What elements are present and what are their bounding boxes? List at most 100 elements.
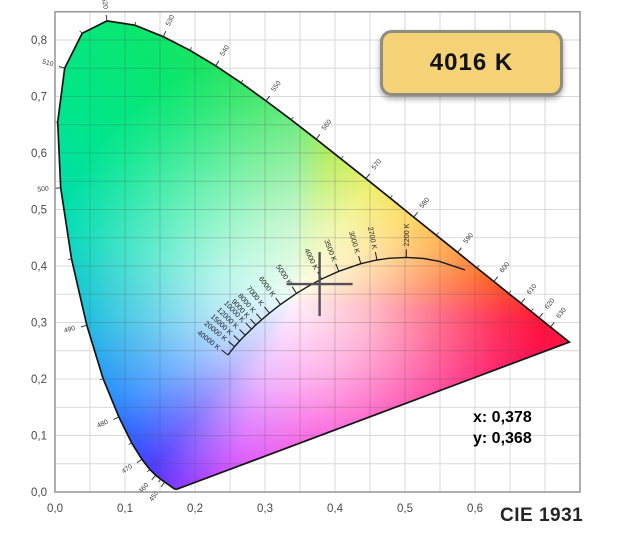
- temperature-label: 3000 K: [347, 230, 362, 255]
- wavelength-tick: [146, 469, 151, 473]
- wavelength-label: 460: [138, 482, 151, 495]
- y-axis-tick-label: 0,4: [31, 261, 48, 273]
- y-axis-tick-label: 0,5: [31, 205, 47, 217]
- wavelength-label: 490: [63, 325, 76, 335]
- readout-x: x: 0,378: [473, 409, 532, 426]
- temperature-tick: [228, 341, 235, 347]
- cct-badge-label: 4016 K: [429, 49, 514, 76]
- wavelength-tick: [550, 322, 555, 328]
- wavelength-tick: [151, 474, 157, 481]
- temperature-tick: [245, 322, 252, 330]
- wavelength-tick: [113, 416, 120, 420]
- wavelength-tick: [389, 195, 393, 199]
- wavelength-tick: [413, 212, 418, 218]
- axis-labels: 0,0 0,1 0,2 0,3 0,4 0,5 0,6 0,0 0,1 0,2 0,3 0,4 0,5 0…: [31, 35, 483, 515]
- wavelength-label: 600: [499, 261, 512, 274]
- wavelength-tick: [80, 324, 87, 328]
- wavelength-label: 590: [462, 232, 475, 245]
- temperature-tick: [264, 306, 270, 314]
- y-axis-tick-label: 0,8: [31, 35, 47, 47]
- x-axis-tick-label: 0,3: [257, 503, 273, 515]
- wavelength-tick: [105, 14, 108, 21]
- temperature-tick: [291, 286, 297, 294]
- wavelength-tick: [340, 155, 344, 160]
- x-axis-tick-label: 0,4: [327, 503, 344, 515]
- temperature-tick: [221, 349, 229, 356]
- temperature-tick: [275, 297, 281, 305]
- wavelength-label: 510: [41, 59, 54, 69]
- chromaticity-marker[interactable]: [286, 252, 353, 317]
- temperature-label: 3500 K: [322, 238, 339, 263]
- wavelength-tick: [58, 66, 65, 69]
- diagram-title: CIE 1931: [500, 505, 584, 526]
- wavelength-tick: [136, 458, 143, 464]
- temperature-tick: [374, 252, 378, 261]
- wavelength-label: 530: [165, 14, 176, 27]
- wavelength-tick: [162, 31, 167, 37]
- wavelength-tick: [538, 312, 544, 319]
- wavelength-tick: [128, 442, 132, 445]
- y-axis-tick-label: 0,7: [31, 92, 47, 104]
- x-axis-tick-label: 0,2: [187, 503, 203, 515]
- temperature-tick: [239, 329, 246, 336]
- wavelength-label: 480: [96, 419, 109, 430]
- wavelength-label: 470: [121, 463, 134, 475]
- temperature-tick: [358, 255, 362, 264]
- wavelength-tick: [365, 173, 371, 179]
- wavelength-tick: [508, 290, 512, 294]
- wavelength-tick: [493, 276, 499, 282]
- temperature-tick: [250, 318, 257, 326]
- wavelength-label: 550: [270, 80, 282, 93]
- wavelength-tick: [530, 308, 534, 312]
- wavelength-label: 520: [100, 0, 109, 10]
- wavelength-tick: [158, 478, 162, 483]
- wavelength-marks: 4504604704804905005105205305405505605705…: [37, 0, 568, 503]
- temperature-label: 2200 K: [402, 223, 411, 246]
- y-axis-tick-label: 0,0: [31, 487, 47, 499]
- readout-y: y: 0,368: [473, 430, 532, 447]
- y-axis-tick-label: 0,6: [31, 148, 47, 160]
- wavelength-tick: [99, 378, 104, 381]
- wavelength-label: 610: [526, 283, 539, 296]
- wavelength-tick: [315, 134, 321, 140]
- temperature-label: 2700 K: [366, 226, 379, 250]
- wavelength-tick: [436, 232, 439, 236]
- wavelength-tick: [457, 247, 462, 253]
- planckian-locus: [227, 256, 466, 356]
- wavelength-label: 580: [419, 196, 432, 209]
- cct-badge: 4016 K: [380, 30, 563, 96]
- wavelength-tick: [189, 47, 193, 51]
- temperature-tick: [335, 263, 340, 272]
- wavelength-tick: [240, 79, 244, 83]
- wavelength-label: 570: [371, 158, 384, 171]
- wavelength-label: 620: [544, 297, 557, 310]
- wavelength-label: 500: [37, 185, 49, 193]
- x-axis-tick-label: 0,6: [467, 503, 483, 515]
- y-axis-tick-label: 0,2: [31, 374, 47, 386]
- plot-border: [54, 10, 581, 493]
- wavelength-tick: [67, 258, 72, 260]
- wavelength-tick: [290, 116, 294, 120]
- wavelength-label: 630: [555, 306, 568, 319]
- x-axis-tick-label: 0,1: [117, 503, 133, 515]
- temperature-label: 4000 K: [302, 247, 320, 272]
- temperature-tick: [233, 335, 240, 342]
- wavelength-label: 560: [321, 118, 334, 131]
- wavelength-tick: [520, 298, 526, 304]
- wavelength-tick: [265, 95, 271, 102]
- wavelength-tick: [134, 21, 137, 26]
- wavelength-tick: [476, 265, 480, 269]
- wavelength-tick: [215, 60, 220, 67]
- x-axis-tick-label: 0,0: [47, 503, 63, 515]
- wavelength-tick: [79, 30, 83, 34]
- wavelength-tick: [160, 481, 166, 488]
- y-axis-tick-label: 0,1: [31, 431, 47, 443]
- coordinate-readout: x: 0,378 y: 0,368: [473, 407, 532, 449]
- temperature-tick: [256, 313, 263, 321]
- x-axis-tick-label: 0,5: [397, 503, 413, 515]
- y-axis-tick-label: 0,3: [31, 318, 47, 330]
- spectral-locus-outline: [56, 20, 572, 491]
- wavelength-label: 540: [219, 44, 231, 58]
